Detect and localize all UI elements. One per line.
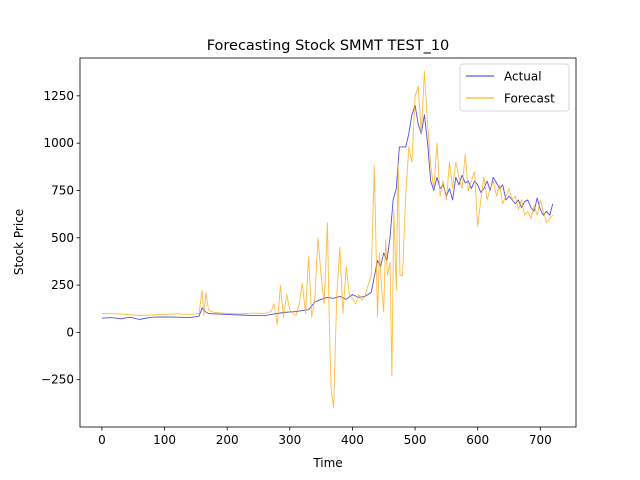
- y-tick-label: 1250: [43, 89, 74, 103]
- x-tick-label: 100: [153, 433, 176, 447]
- plot-frame: [79, 57, 577, 428]
- y-tick-label: 250: [51, 278, 74, 292]
- y-tick-label: −250: [41, 373, 74, 387]
- y-tick-label: 0: [66, 325, 74, 339]
- y-tick-label: 1000: [43, 136, 74, 150]
- series-line-forecast: [101, 70, 554, 409]
- x-tick-label: 500: [404, 433, 427, 447]
- x-tick-label: 600: [466, 433, 489, 447]
- y-axis-label: Stock Price: [12, 209, 26, 275]
- x-tick-label: 200: [216, 433, 239, 447]
- y-tick-label: 750: [51, 183, 74, 197]
- x-axis-label: Time: [312, 456, 342, 470]
- y-axis: −250 0 250 500 750 1000 1250: [41, 89, 80, 387]
- plot-area: [101, 70, 554, 409]
- x-tick-label: 700: [529, 433, 552, 447]
- chart-title: Forecasting Stock SMMT TEST_10: [207, 38, 450, 54]
- y-tick-label: 500: [51, 231, 74, 245]
- series-line-actual: [101, 104, 554, 320]
- x-tick-label: 0: [98, 433, 106, 447]
- x-tick-label: 300: [278, 433, 301, 447]
- legend-label-actual: Actual: [504, 70, 542, 84]
- legend-label-forecast: Forecast: [504, 92, 555, 106]
- legend: Actual Forecast: [459, 63, 570, 112]
- x-tick-label: 400: [341, 433, 364, 447]
- x-axis: 0 100 200 300 400 500 600 700: [98, 427, 552, 447]
